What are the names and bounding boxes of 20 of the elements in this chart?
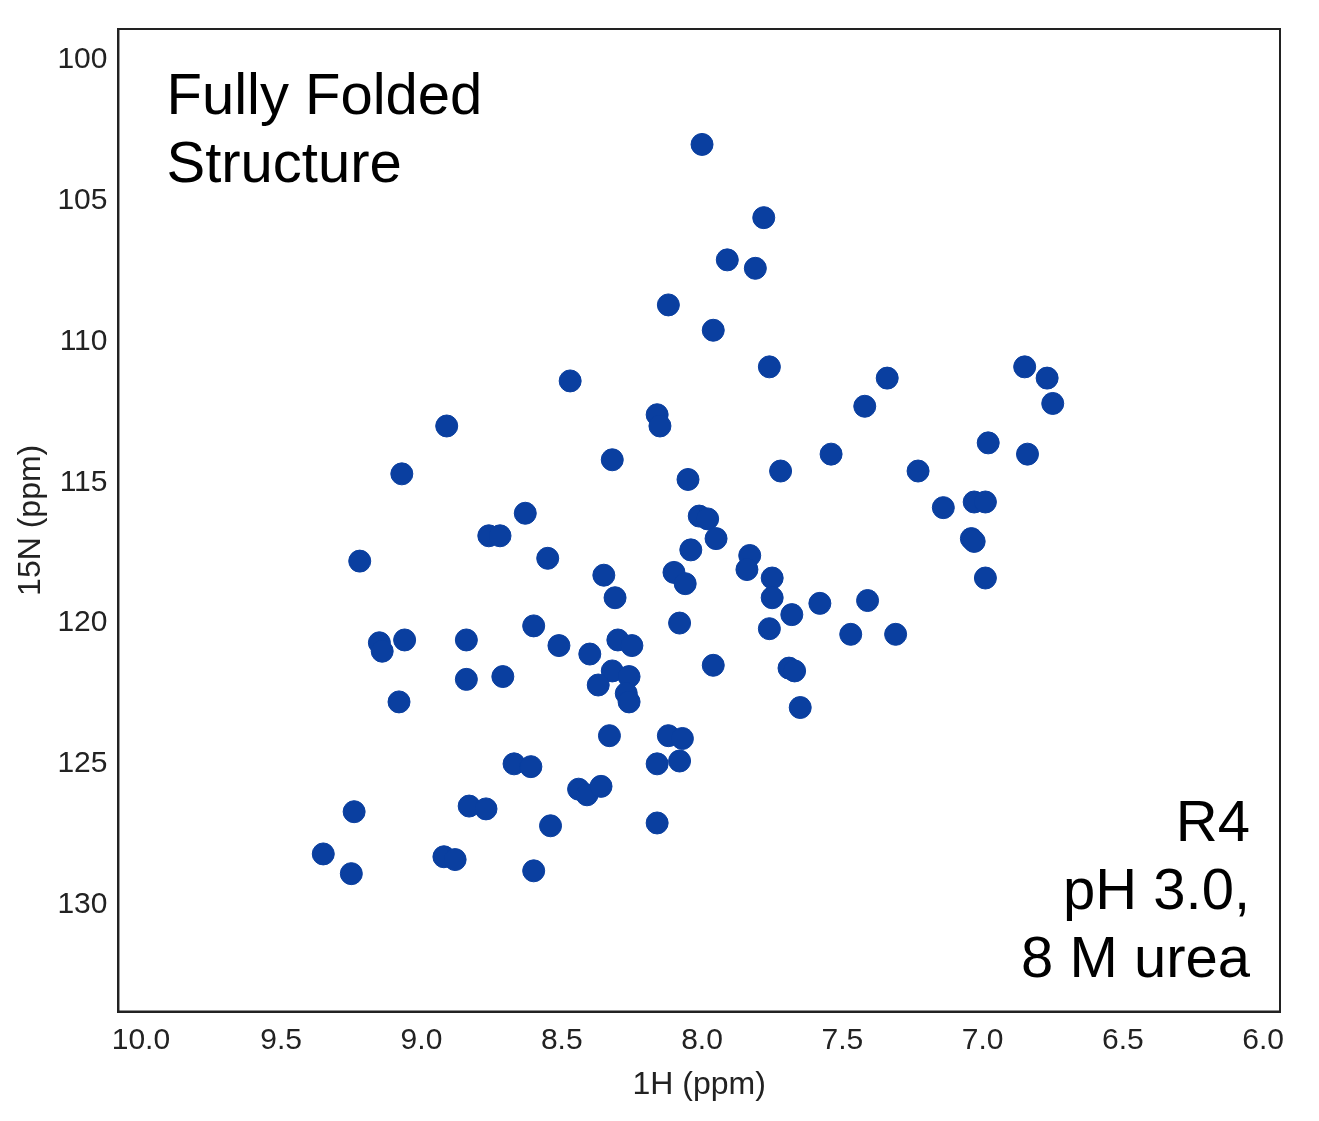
y-tick-label: 105 (57, 182, 108, 216)
x-tick-label: 8.5 (540, 1021, 583, 1055)
y-tick-label: 130 (57, 885, 108, 919)
x-tick-label: 10.0 (111, 1021, 171, 1055)
x-tick-label: 7.5 (821, 1021, 864, 1055)
y-tick-label: 110 (59, 322, 108, 356)
x-tick-label: 9.5 (260, 1021, 303, 1055)
y-tick-label: 120 (57, 604, 108, 638)
y-tick-label: 100 (57, 41, 108, 75)
x-tick-label: 7.0 (961, 1021, 1004, 1055)
x-tick-label: 8.0 (681, 1021, 723, 1055)
x-tick-label: 6.0 (1242, 1021, 1285, 1055)
x-tick-label: 9.0 (400, 1021, 443, 1055)
annotation: Fully Folded Structure (166, 61, 483, 194)
y-tick-label: 125 (57, 745, 108, 779)
annotation: R4 pH 3.0, 8 M urea (1021, 787, 1251, 989)
y-axis-title: 15N (ppm) (11, 444, 48, 596)
x-tick-label: 6.5 (1102, 1021, 1144, 1055)
y-tick-label: 115 (59, 463, 108, 497)
x-axis-title: 1H (ppm) (632, 1064, 766, 1101)
